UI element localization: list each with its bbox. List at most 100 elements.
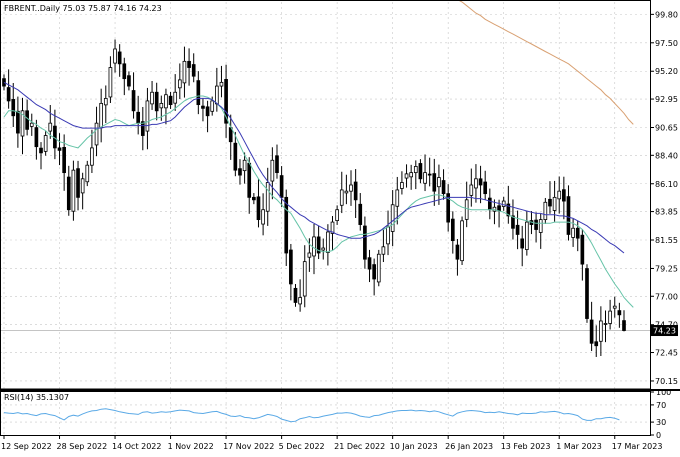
- candle-up: [552, 196, 557, 211]
- candle-down: [566, 196, 571, 235]
- candle-up: [29, 122, 34, 127]
- y-tick-label: 70.15: [655, 377, 678, 386]
- candle-down: [372, 264, 376, 280]
- candle-down: [256, 196, 261, 221]
- y-tick-label: 95.20: [655, 67, 678, 76]
- y-tick-label: 99.80: [655, 10, 678, 19]
- candle-down: [140, 121, 145, 136]
- candle-up: [302, 261, 307, 297]
- candle-down: [487, 197, 492, 211]
- candle-up: [460, 220, 464, 262]
- candle-down: [233, 142, 238, 171]
- candle-up: [437, 177, 441, 188]
- candle-up: [571, 227, 575, 238]
- candle-up: [400, 182, 404, 189]
- candle-up: [219, 81, 224, 87]
- candle-up: [474, 178, 478, 189]
- candle-down: [201, 105, 205, 109]
- candle-up: [344, 190, 349, 194]
- candle-down: [62, 147, 66, 174]
- candle-up: [312, 236, 316, 257]
- x-tick-label: 17 Mar 2023: [612, 442, 663, 451]
- candle-up: [261, 209, 265, 225]
- candle-down: [34, 127, 39, 148]
- rsi-line: [3, 408, 620, 423]
- candle-down: [450, 218, 455, 242]
- candle-down: [76, 168, 80, 198]
- candle-down: [196, 80, 201, 106]
- chart-title: FBRENT..Daily 75.03 75.87 74.16 74.23: [4, 4, 162, 13]
- x-tick-label: 12 Sep 2022: [1, 442, 52, 451]
- candle-up: [108, 67, 113, 98]
- x-tick-label: 26 Jan 2023: [445, 442, 493, 451]
- candle-down: [358, 203, 363, 225]
- y-tick-label: 81.55: [655, 236, 678, 245]
- candle-up: [330, 221, 335, 234]
- x-tick-label: 10 Jan 2023: [390, 442, 438, 451]
- candle-down: [191, 64, 196, 77]
- candle-down: [117, 51, 122, 65]
- last-price-tag: [651, 325, 678, 337]
- candle-up: [612, 305, 617, 309]
- candle-up: [94, 122, 99, 146]
- candle-up: [113, 48, 117, 64]
- candle-up: [298, 297, 302, 305]
- candle-up: [210, 100, 215, 112]
- x-tick-label: 13 Feb 2023: [501, 442, 551, 451]
- candle-up: [99, 102, 103, 129]
- moving-averages: [3, 0, 634, 308]
- candle-up: [215, 85, 219, 105]
- candle-down: [127, 75, 131, 87]
- candle-down: [154, 91, 159, 112]
- candle-up: [423, 172, 427, 184]
- candle-up: [326, 231, 330, 253]
- candle-up: [90, 147, 94, 166]
- candle-up: [386, 226, 390, 245]
- y-tick-label: 83.85: [655, 208, 678, 217]
- y-tick-label: 97.50: [655, 39, 678, 48]
- candle-up: [20, 110, 25, 137]
- candle-down: [548, 198, 552, 207]
- candle-up: [390, 204, 395, 232]
- candle-down: [363, 225, 367, 260]
- x-tick-label: 5 Dec 2022: [279, 442, 325, 451]
- candle-up: [557, 190, 562, 200]
- candle-down: [580, 234, 585, 265]
- candle-down: [293, 287, 298, 303]
- candle-down: [575, 227, 580, 239]
- candle-down: [585, 268, 589, 319]
- candle-down: [39, 147, 43, 154]
- candle-up: [270, 159, 275, 182]
- candle-down: [427, 173, 432, 176]
- candle-down: [284, 196, 289, 254]
- candle-down: [617, 310, 622, 316]
- candle-down: [594, 341, 599, 347]
- candle-up: [501, 200, 506, 207]
- candle-up: [599, 320, 603, 342]
- candle-up: [71, 169, 76, 212]
- candle-down: [418, 163, 423, 180]
- x-tick-label: 21 Dec 2022: [334, 442, 385, 451]
- x-tick-label: 1 Nov 2022: [168, 442, 214, 451]
- candle-down: [316, 236, 321, 254]
- rsi-y-tick-label: 70: [656, 401, 666, 410]
- candle-down: [483, 181, 488, 195]
- candle-down: [252, 196, 256, 201]
- candle-up: [376, 253, 381, 283]
- candle-down: [622, 320, 626, 331]
- candle-up: [242, 159, 247, 172]
- candle-down: [205, 106, 210, 117]
- rsi-y-tick-label: 0: [656, 431, 661, 440]
- candlesticks: [2, 39, 626, 357]
- candle-down: [506, 203, 511, 217]
- candle-up: [538, 219, 543, 233]
- candle-down: [367, 257, 372, 270]
- candle-down: [66, 176, 71, 211]
- y-tick-label: 77.00: [655, 292, 678, 301]
- candle-down: [432, 173, 437, 192]
- candle-up: [525, 221, 529, 250]
- x-tick-label: 28 Sep 2022: [57, 442, 108, 451]
- candle-down: [57, 147, 62, 151]
- candle-down: [122, 63, 127, 80]
